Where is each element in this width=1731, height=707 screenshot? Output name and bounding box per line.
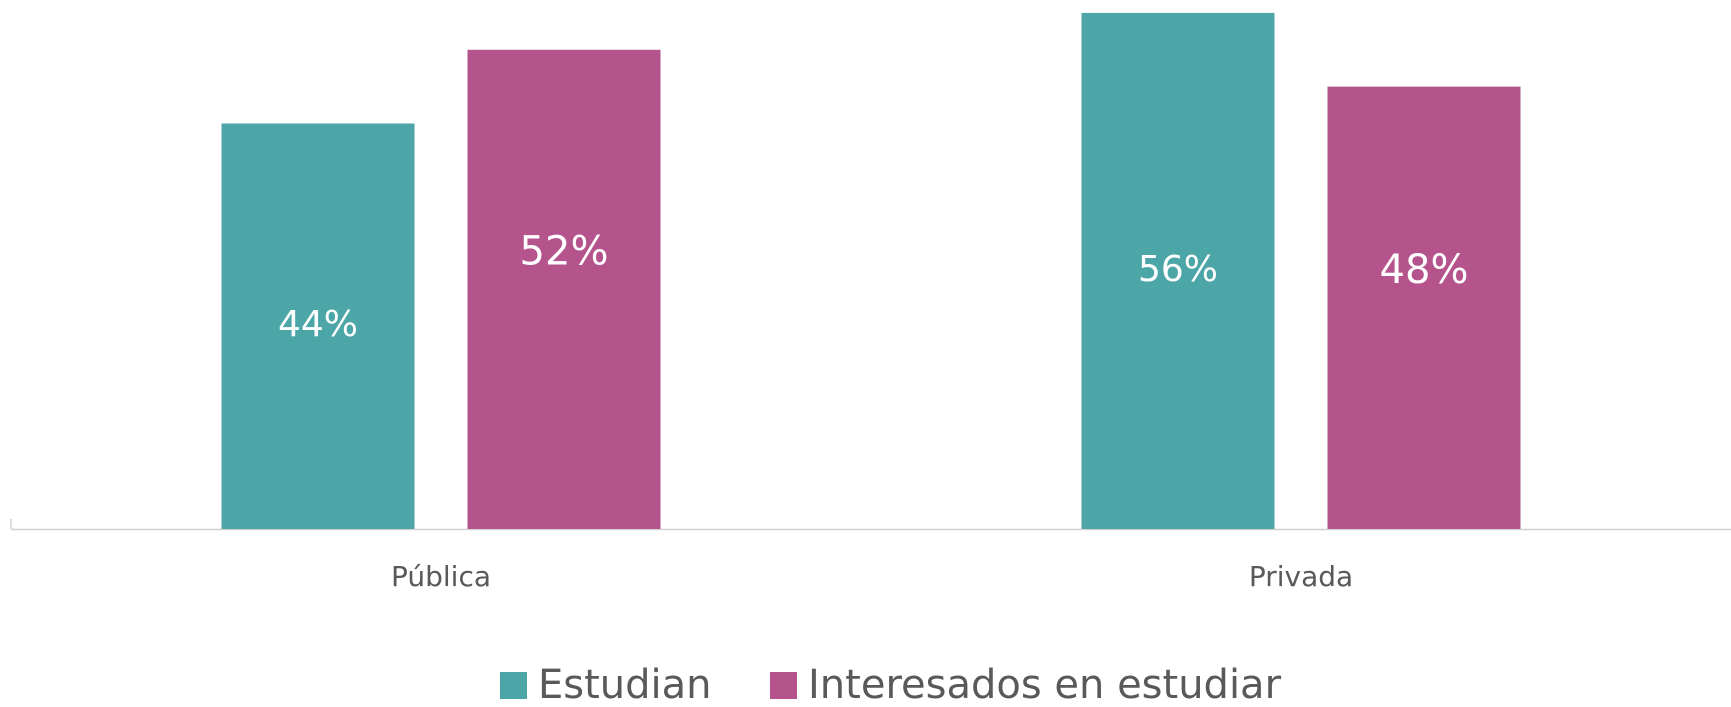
x-tick-label: Privada	[1249, 560, 1353, 593]
data-label: 56%	[1138, 249, 1218, 290]
legend-label: Interesados en estudiar	[808, 662, 1282, 707]
data-label: 44%	[278, 304, 358, 345]
data-label: 52%	[520, 228, 609, 274]
legend-swatch	[500, 672, 527, 699]
bar	[221, 123, 415, 529]
bar	[1327, 86, 1521, 529]
data-label: 48%	[1380, 247, 1469, 293]
bar	[467, 49, 661, 530]
x-tick-label: Pública	[391, 560, 491, 593]
legend-label: Estudian	[538, 662, 712, 707]
bar	[1081, 12, 1275, 529]
legend-swatch	[770, 672, 797, 699]
